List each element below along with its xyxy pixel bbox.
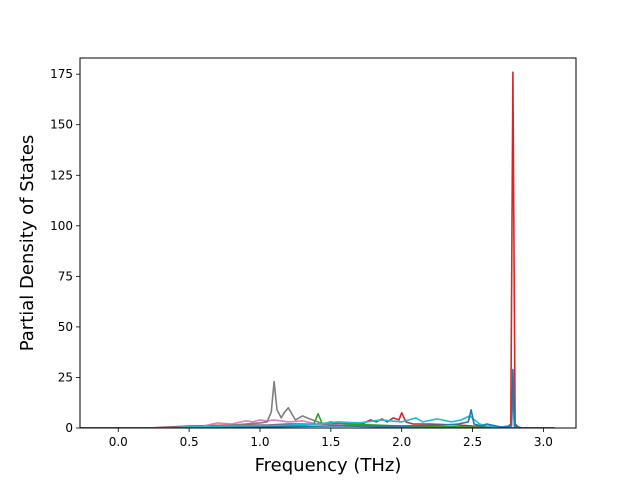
y-tick-label: 125 [50,168,73,182]
y-tick-label: 25 [58,370,73,384]
x-axis: 0.0 0.5 1.0 1.5 2.0 2.5 3.0 [109,428,553,449]
x-axis-label: Frequency (THz) [255,455,402,476]
x-tick-label: 2.0 [392,435,411,449]
y-tick-label: 0 [65,421,73,435]
x-tick-label: 0.0 [109,435,128,449]
y-tick-label: 100 [50,219,73,233]
pdos-series-line-6 [80,368,555,428]
y-axis-label: Partial Density of States [17,135,38,352]
x-tick-label: 2.5 [463,435,482,449]
y-tick-label: 175 [50,67,73,81]
y-axis: 0 25 50 75 100 125 150 175 [50,67,80,435]
plot-frame [79,57,577,429]
y-tick-label: 150 [50,118,73,132]
series-layer [80,71,555,428]
y-tick-label: 75 [58,269,73,283]
y-tick-label: 50 [58,320,73,334]
x-tick-label: 1.0 [250,435,269,449]
x-tick-label: 1.5 [321,435,340,449]
x-tick-label: 0.5 [180,435,199,449]
x-tick-label: 3.0 [534,435,553,449]
